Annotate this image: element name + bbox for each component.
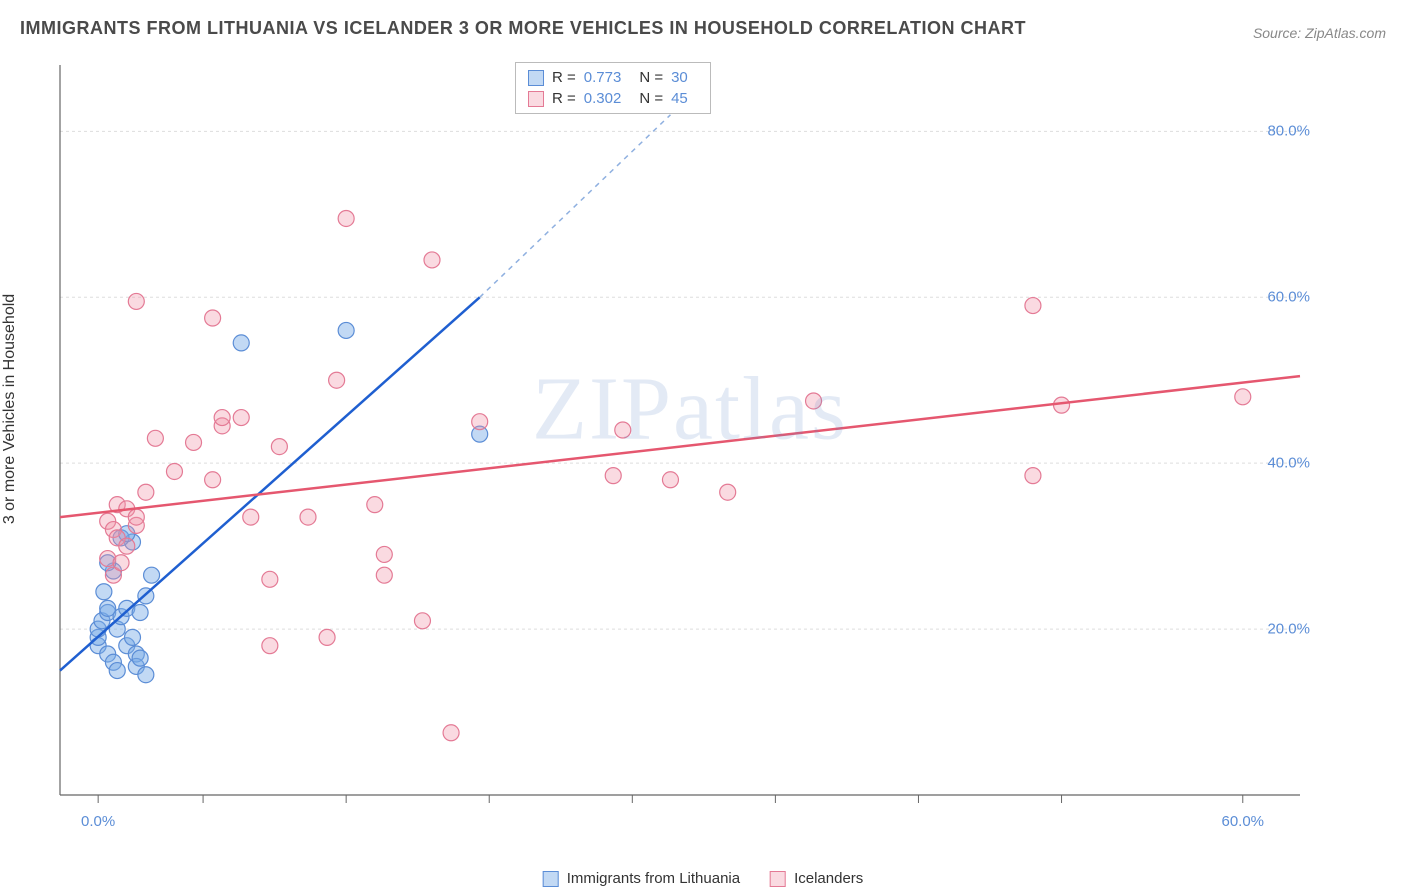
- y-tick-label: 40.0%: [1267, 455, 1310, 472]
- legend-r-label: R =: [552, 90, 576, 107]
- scatter-plot: [50, 55, 1330, 825]
- legend-series-item: Immigrants from Lithuania: [543, 870, 740, 887]
- legend-r-value: 0.302: [584, 90, 622, 107]
- legend-swatch-icon: [770, 871, 786, 887]
- chart-area: ZIPatlas 20.0%40.0%60.0%80.0%0.0%60.0%: [50, 55, 1330, 825]
- legend-series-item: Icelanders: [770, 870, 863, 887]
- chart-title: IMMIGRANTS FROM LITHUANIA VS ICELANDER 3…: [20, 18, 1026, 39]
- legend-n-label: N =: [639, 90, 663, 107]
- series-legend: Immigrants from Lithuania Icelanders: [543, 870, 864, 887]
- legend-corr-row: R = 0.302 N = 45: [516, 88, 710, 109]
- legend-series-label: Immigrants from Lithuania: [567, 870, 740, 887]
- source-label: Source: ZipAtlas.com: [1253, 25, 1386, 41]
- legend-swatch-icon: [528, 70, 544, 86]
- y-tick-label: 80.0%: [1267, 123, 1310, 140]
- legend-series-label: Icelanders: [794, 870, 863, 887]
- x-tick-label: 0.0%: [81, 813, 115, 830]
- legend-r-value: 0.773: [584, 69, 622, 86]
- x-tick-label: 60.0%: [1221, 813, 1264, 830]
- legend-r-label: R =: [552, 69, 576, 86]
- legend-n-label: N =: [639, 69, 663, 86]
- y-axis-label: 3 or more Vehicles in Household: [1, 294, 19, 524]
- legend-n-value: 30: [671, 69, 688, 86]
- legend-swatch-icon: [543, 871, 559, 887]
- correlation-legend: R = 0.773 N = 30 R = 0.302 N = 45: [515, 62, 711, 114]
- legend-n-value: 45: [671, 90, 688, 107]
- y-tick-label: 60.0%: [1267, 289, 1310, 306]
- legend-swatch-icon: [528, 91, 544, 107]
- legend-corr-row: R = 0.773 N = 30: [516, 67, 710, 88]
- y-tick-label: 20.0%: [1267, 621, 1310, 638]
